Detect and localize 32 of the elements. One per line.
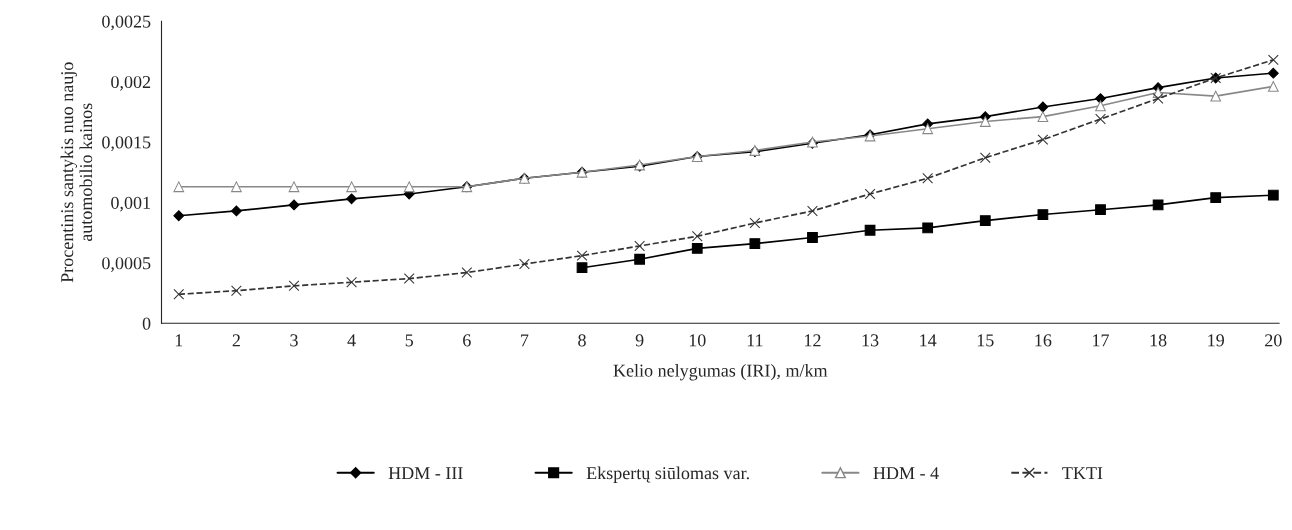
x-tick-label: 4 bbox=[347, 334, 356, 347]
y-tick-label: 0,0005 bbox=[102, 257, 151, 272]
x-tick-label: 19 bbox=[1208, 334, 1224, 347]
legend-label: TKTI bbox=[1062, 467, 1103, 480]
x-tick-label: 10 bbox=[689, 334, 706, 347]
x-tick-label: 16 bbox=[1035, 334, 1052, 347]
x-tick-label: 20 bbox=[1265, 334, 1282, 347]
x-tick-label: 13 bbox=[862, 334, 879, 347]
x-tick-label: 5 bbox=[405, 334, 414, 347]
y-tick-label: 0,001 bbox=[111, 196, 150, 212]
x-tick-label: 1 bbox=[175, 334, 183, 347]
x-tick-label: 3 bbox=[290, 334, 298, 347]
legend-label: HDM - III bbox=[388, 467, 463, 480]
x-tick-label: 9 bbox=[635, 334, 644, 347]
x-tick-label: 7 bbox=[521, 334, 529, 347]
legend-label: Ekspertų siūlomas var. bbox=[586, 466, 749, 483]
y-axis-title: Procentinis santykis nuo naujo automobilio kainos bbox=[60, 62, 93, 283]
x-tick-label: 12 bbox=[805, 334, 821, 347]
x-tick-label: 18 bbox=[1150, 334, 1167, 347]
x-tick-label: 15 bbox=[977, 334, 994, 347]
x-axis-title: Kelio nelygumas (IRI), m/km bbox=[613, 363, 828, 381]
x-tick-label: 11 bbox=[747, 334, 763, 347]
x-tick-label: 14 bbox=[920, 334, 937, 347]
x-tick-label: 17 bbox=[1093, 334, 1110, 347]
y-tick-label: 0,0025 bbox=[102, 15, 151, 31]
y-tick-label: 0,0015 bbox=[102, 136, 151, 152]
x-tick-label: 6 bbox=[463, 334, 471, 347]
y-tick-label: 0 bbox=[142, 317, 151, 330]
x-tick-label: 2 bbox=[232, 334, 240, 347]
x-tick-label: 8 bbox=[578, 334, 586, 347]
legend-label: HDM - 4 bbox=[873, 467, 939, 480]
y-tick-label: 0,002 bbox=[111, 75, 151, 91]
